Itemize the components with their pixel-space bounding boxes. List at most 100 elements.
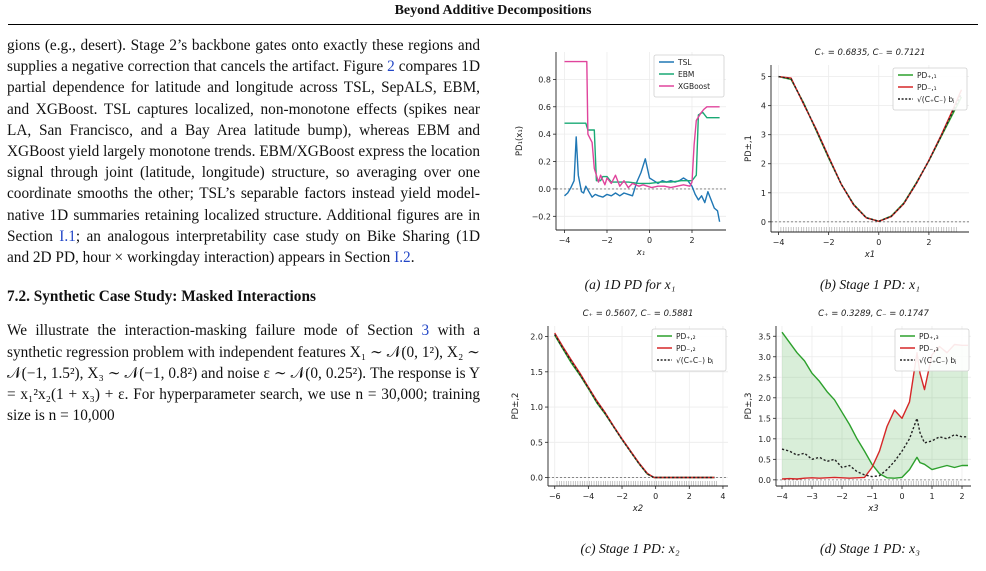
para2-text-1: We illustrate the interaction-masking fa…	[7, 322, 422, 340]
chart-title: C₊ = 0.6835, C₋ = 0.7121	[815, 48, 926, 58]
x-tick-label: 2	[689, 236, 694, 245]
section-i1-link[interactable]: I.1	[59, 227, 76, 245]
x-tick-label: −4	[582, 492, 594, 501]
y-axis-label: PD±,3	[744, 393, 754, 420]
y-tick-label: 0.5	[758, 455, 771, 464]
x-axis-label: x2	[632, 504, 643, 514]
para1-text-1: gions (e.g., desert). Stage 2’s backbone…	[7, 37, 480, 76]
y-tick-label: 1.5	[530, 368, 543, 377]
caption-c: (c) Stage 1 PD: x₂	[520, 541, 740, 557]
y-tick-label: 5	[761, 73, 766, 82]
y-tick-label: 0	[761, 218, 766, 227]
x-tick-label: 0	[899, 492, 904, 501]
caption-d: (d) Stage 1 PD: x₃	[760, 541, 980, 557]
y-tick-label: 0.8	[538, 75, 551, 84]
y-tick-label: 4	[761, 102, 766, 111]
x-tick-label: −6	[549, 492, 561, 501]
header-rule	[8, 24, 978, 25]
x-tick-label: −4	[559, 236, 571, 245]
legend-entry: EBM	[678, 70, 694, 79]
x-tick-label: −2	[836, 492, 848, 501]
x-tick-label: −4	[773, 238, 785, 247]
legend-b: PD₊,₁ PD₋,₁ √(C₊C₋) bⱼ	[892, 67, 968, 111]
series-line-b-2	[778, 75, 963, 222]
figure-b-chart: −4 −2 0 2 0 1 2 3 4 5 x1 PD±,1 C₊ = 0.6835, C₋ = 0.7…	[744, 48, 969, 260]
x-axis-label: x₁	[636, 248, 645, 258]
y-tick-label: 1.5	[758, 414, 771, 423]
legend-entry: PD₋,₂	[676, 344, 696, 353]
series-line-a-2	[564, 60, 720, 189]
para1-text-3: ; an analogous interpretability case stu…	[7, 227, 480, 267]
figure-a-chart: −4 −2 0 2 −0.2 0.0 0.2 0.4 0.6 0.8 x₁ PD₁(x₁) TSL EBM…	[515, 52, 726, 258]
series-line-a-0	[564, 136, 721, 222]
x-tick-label: 0	[876, 238, 881, 247]
caption-b-var: x₁	[909, 277, 920, 292]
caption-b: (b) Stage 1 PD: x₁	[760, 277, 980, 293]
left-text-column: gions (e.g., desert). Stage 2’s backbone…	[7, 35, 480, 426]
legend-entry: PD₊,₃	[919, 332, 939, 341]
y-tick-label: 0.5	[530, 438, 543, 447]
y-tick-label: 1.0	[758, 435, 771, 444]
plot-area-b: −4 −2 0 2 0 1 2 3 4 5 x1 PD±,1 C₊ = 0.6835, C₋ = 0.7…	[744, 48, 969, 260]
running-title: Beyond Additive Decompositions	[394, 3, 592, 18]
x-tick-label: 4	[720, 492, 725, 501]
y-tick-label: 2.5	[758, 373, 771, 382]
section-i2-link[interactable]: I.2	[394, 249, 411, 267]
x-tick-label: −2	[823, 238, 835, 247]
legend-d: PD₊,₃ PD₋,₃ √(C₊C₋) bⱼ	[894, 328, 970, 372]
y-tick-label: 0.0	[538, 185, 551, 194]
figure-c-chart: −6 −4 −2 0 2 4 0.0 0.5 1.0 1.5 2.0 x2 PD±,2 C₊ = 0.56…	[511, 309, 728, 514]
section-3-link[interactable]: 3	[421, 322, 430, 340]
y-axis-label: PD±,2	[511, 393, 521, 420]
y-tick-label: 3	[761, 131, 766, 140]
x-axis-label: x3	[867, 504, 878, 514]
caption-a: (a) 1D PD for x₁	[520, 277, 740, 293]
x-tick-label: 1	[929, 492, 934, 501]
legend-entry: √(C₊C₋) bⱼ	[676, 356, 713, 365]
y-tick-label: 0.0	[758, 476, 771, 485]
series-line-c-2	[554, 334, 715, 479]
figure-2-link[interactable]: 2	[387, 58, 395, 76]
y-tick-label: 1.0	[530, 403, 543, 412]
y-axis-label: PD±,1	[744, 135, 754, 162]
caption-a-text: 1D PD for	[603, 277, 662, 292]
caption-d-var: x₃	[909, 541, 920, 556]
fill-between-plus-minus	[782, 332, 968, 479]
y-tick-label: 3.5	[758, 332, 771, 341]
para2-text-3-cut: we use n = 30,000; training size is n = …	[7, 386, 480, 425]
plot-area-d: −4 −3 −2 −1 0 1 2 0.0 0.5 1.0 1.5 2.0 2.5 3.0 3.5 x3 PD±…	[744, 309, 971, 514]
x-tick-label: −3	[806, 492, 818, 501]
caption-d-label: (d)	[820, 541, 836, 556]
x-tick-label: −4	[776, 492, 788, 501]
series-line-d-0	[781, 331, 968, 479]
x-tick-label: 0	[653, 492, 658, 501]
legend-entry: PD₋,₃	[919, 344, 939, 353]
x-tick-label: 2	[959, 492, 964, 501]
figure-d-chart: −4 −3 −2 −1 0 1 2 0.0 0.5 1.0 1.5 2.0 2.5 3.0 3.5 x3 PD±…	[744, 309, 971, 514]
legend-c: PD₊,₂ PD₋,₂ √(C₊C₋) bⱼ	[651, 328, 727, 372]
y-tick-label: 0.2	[538, 158, 551, 167]
y-tick-label: 0.4	[538, 130, 551, 139]
x-tick-label: −1	[866, 492, 878, 501]
y-tick-label: 3.0	[758, 353, 771, 362]
legend-box	[651, 328, 727, 372]
para1-text-4: .	[410, 249, 415, 267]
x-axis-label: x1	[864, 250, 875, 260]
y-tick-label: 2.0	[530, 333, 543, 342]
caption-b-text: Stage 1 PD:	[839, 277, 906, 292]
x-tick-label: 2	[926, 238, 931, 247]
legend-entry: XGBoost	[678, 82, 710, 91]
x-tick-label: −2	[601, 236, 613, 245]
caption-c-label: (c)	[580, 541, 596, 556]
paragraph-location: gions (e.g., desert). Stage 2’s backbone…	[7, 35, 480, 268]
caption-d-text: Stage 1 PD:	[839, 541, 906, 556]
legend-entry: PD₊,₁	[917, 71, 937, 80]
plot-area-a: −4 −2 0 2 −0.2 0.0 0.2 0.4 0.6 0.8 x₁ PD₁(x₁) TSL EBM…	[515, 52, 726, 258]
chart-title: C₊ = 0.5607, C₋ = 0.5881	[583, 309, 694, 319]
legend-box	[894, 328, 970, 372]
caption-a-label: (a)	[584, 277, 601, 292]
paragraph-synthetic: We illustrate the interaction-masking fa…	[7, 320, 480, 426]
legend-entry: TSL	[677, 58, 692, 67]
y-tick-label: 2.0	[758, 394, 771, 403]
y-tick-label: 2	[761, 160, 766, 169]
